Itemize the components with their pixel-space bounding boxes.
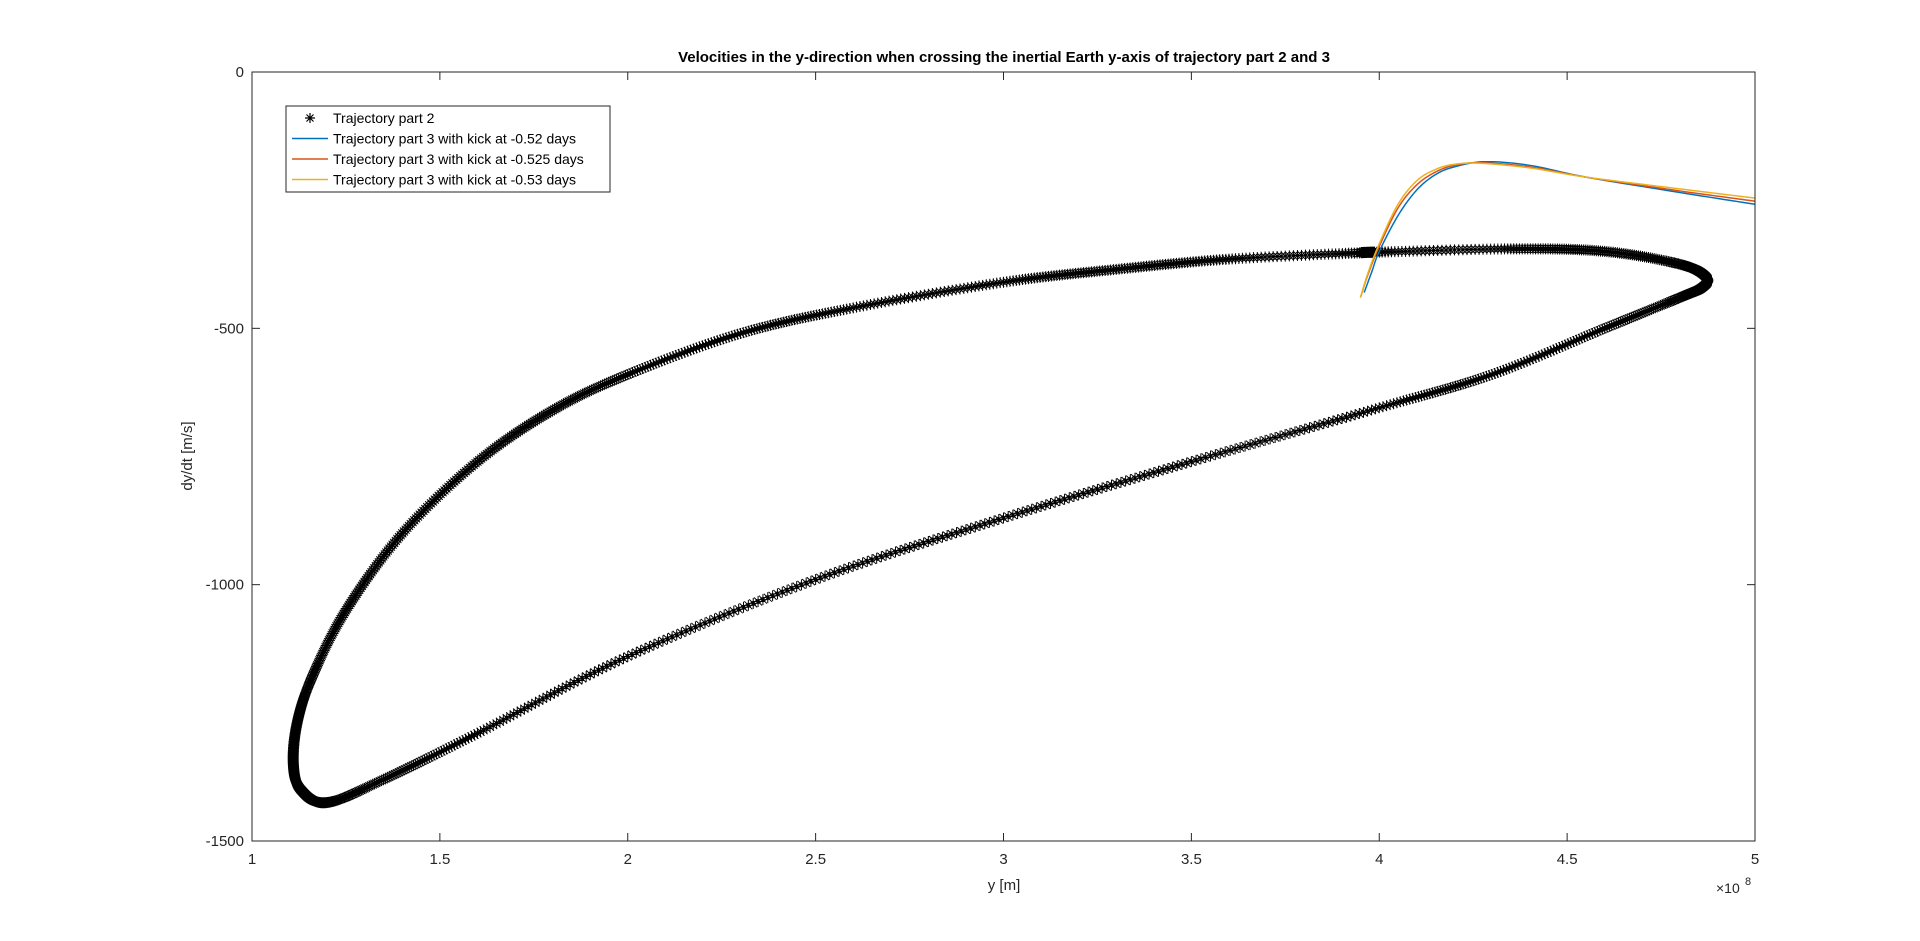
legend-label: Trajectory part 2	[333, 110, 435, 126]
y-tick-label: -1000	[206, 577, 244, 594]
legend-marker	[305, 113, 315, 123]
series-1	[288, 243, 1714, 808]
data-layer	[288, 162, 1755, 809]
x-tick-label: 1	[248, 851, 256, 868]
x-axis-exponent-base: ×10	[1716, 880, 1740, 896]
legend-item: Trajectory part 3 with kick at -0.53 day…	[292, 172, 576, 188]
series-3	[1360, 163, 1755, 298]
legend-item: Trajectory part 3 with kick at -0.525 da…	[292, 151, 584, 167]
legend-label: Trajectory part 3 with kick at -0.52 day…	[333, 131, 576, 147]
chart-title: Velocities in the y-direction when cross…	[678, 49, 1330, 66]
x-tick-label: 1.5	[429, 851, 450, 868]
x-tick-label: 2	[624, 851, 632, 868]
y-axis-label: dy/dt [m/s]	[179, 421, 196, 490]
x-tick-label: 4.5	[1557, 851, 1578, 868]
x-tick-label: 3	[999, 851, 1007, 868]
x-tick-label: 3.5	[1181, 851, 1202, 868]
y-tick-label: 0	[236, 64, 244, 81]
x-axis-exponent: ×10 8	[1716, 876, 1751, 896]
x-tick-label: 4	[1375, 851, 1383, 868]
series-markers	[288, 243, 1714, 808]
legend-label: Trajectory part 3 with kick at -0.525 da…	[333, 151, 584, 167]
legend: Trajectory part 2 Trajectory part 3 with …	[286, 106, 610, 192]
x-tick-label: 2.5	[805, 851, 826, 868]
x-tick-label: 5	[1751, 851, 1759, 868]
series-line	[1360, 163, 1755, 298]
y-tick-label: -1500	[206, 833, 244, 850]
legend-label: Trajectory part 3 with kick at -0.53 day…	[333, 172, 576, 188]
x-axis-label: y [m]	[988, 877, 1021, 894]
x-axis-exponent-power: 8	[1745, 876, 1751, 888]
legend-item: Trajectory part 3 with kick at -0.52 day…	[292, 131, 576, 147]
y-tick-label: -500	[214, 320, 244, 337]
